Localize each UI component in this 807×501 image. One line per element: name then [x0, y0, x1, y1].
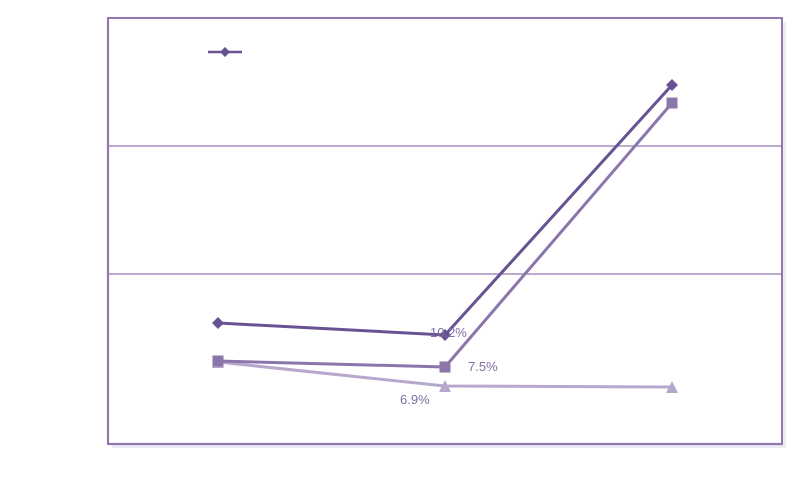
data-label-label-1: 10.2%: [430, 325, 467, 340]
chart-svg: [0, 0, 807, 501]
data-label-label-3: 6.9%: [400, 392, 430, 407]
line-chart: 10.2% 7.5% 6.9%: [0, 0, 807, 501]
data-label-label-2: 7.5%: [468, 359, 498, 374]
